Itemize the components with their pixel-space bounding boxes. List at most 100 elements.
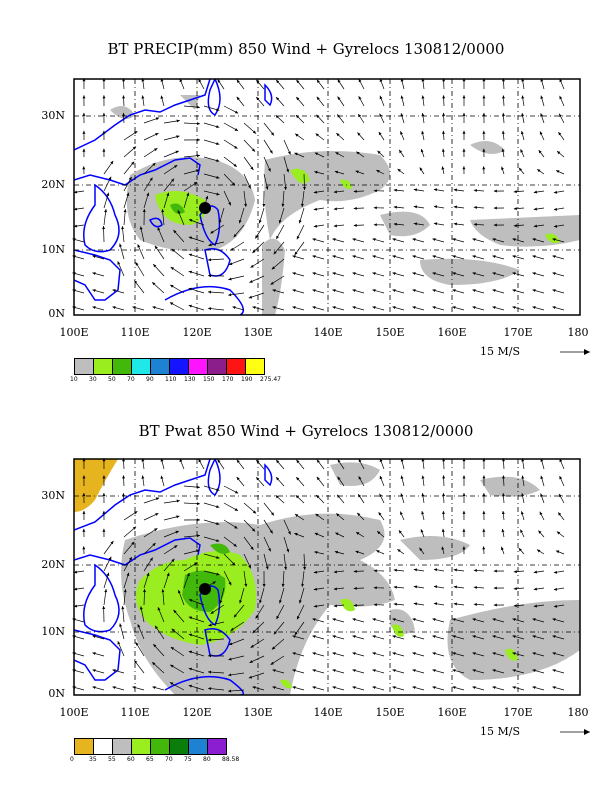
wind-arrowhead bbox=[441, 148, 445, 152]
wind-arrowhead bbox=[452, 652, 456, 655]
wind-arrowhead bbox=[232, 562, 236, 566]
wind-arrowhead bbox=[171, 628, 175, 632]
wind-arrowhead bbox=[492, 238, 496, 241]
x-tick: 170E bbox=[503, 326, 533, 339]
wind-arrowhead bbox=[137, 624, 141, 628]
wind-arrowhead bbox=[142, 209, 146, 212]
legend-swatch bbox=[188, 738, 208, 755]
wind-arrowhead bbox=[532, 306, 536, 309]
wind-arrowhead bbox=[292, 652, 296, 655]
wind-arrowhead bbox=[295, 495, 299, 499]
wind-arrowhead bbox=[216, 142, 220, 145]
wind-arrowhead bbox=[216, 125, 220, 128]
wind-arrowhead bbox=[313, 604, 318, 608]
wind-arrowhead bbox=[355, 550, 359, 554]
wind-arrowhead bbox=[171, 558, 175, 563]
wind-arrowhead bbox=[393, 205, 397, 209]
legend-label: 88.58 bbox=[222, 756, 240, 763]
wind-arrowhead bbox=[452, 669, 456, 672]
legend-swatch bbox=[93, 738, 113, 755]
wind-arrowhead bbox=[316, 114, 320, 118]
wind-arrowhead bbox=[139, 226, 143, 230]
wind-arrowhead bbox=[432, 652, 436, 655]
wind-arrowhead bbox=[337, 494, 341, 498]
wind-arrowhead bbox=[556, 531, 561, 535]
wind-arrowhead bbox=[248, 295, 253, 299]
wind-arrowhead bbox=[292, 306, 296, 309]
lat-lon-grid bbox=[74, 79, 580, 315]
wind-arrowhead bbox=[196, 534, 200, 538]
wind-arrowhead bbox=[112, 686, 116, 689]
wind-vectors bbox=[72, 458, 565, 693]
wind-arrowhead bbox=[482, 528, 486, 532]
wind-arrowhead bbox=[379, 95, 383, 100]
wind-arrowhead bbox=[313, 587, 318, 591]
wind-arrowhead bbox=[232, 306, 236, 309]
wind-arrowhead bbox=[112, 289, 116, 292]
legend-label: 80 bbox=[203, 756, 211, 763]
wind-arrowhead bbox=[552, 238, 556, 241]
wind-arrowhead bbox=[501, 166, 504, 170]
wind-arrowhead bbox=[553, 207, 558, 211]
wind-arrowhead bbox=[332, 686, 336, 689]
wind-arrowhead bbox=[379, 493, 383, 498]
wind-arrowhead bbox=[197, 138, 200, 142]
x-tick: 130E bbox=[243, 706, 273, 719]
wind-arrowhead bbox=[501, 511, 505, 515]
wind-arrowhead bbox=[502, 493, 505, 497]
wind-arrowhead bbox=[532, 686, 536, 689]
wind-arrowhead bbox=[102, 493, 106, 497]
wind-arrowhead bbox=[295, 514, 299, 517]
legend-swatch bbox=[74, 738, 94, 755]
wind-arrowhead bbox=[441, 546, 445, 550]
wind-arrowhead bbox=[419, 547, 423, 551]
wind-arrowhead bbox=[92, 635, 96, 638]
wind-arrowhead bbox=[335, 152, 339, 155]
wind-arrowhead bbox=[271, 266, 276, 270]
wind-arrowhead bbox=[188, 270, 193, 274]
wind-arrowhead bbox=[358, 494, 362, 498]
wind-arrowhead bbox=[155, 513, 159, 516]
wind-arrowhead bbox=[106, 572, 110, 576]
wind-arrowhead bbox=[412, 255, 416, 258]
wind-arrowhead bbox=[196, 122, 200, 126]
wind-arrowhead bbox=[258, 220, 262, 224]
wind-arrowhead bbox=[353, 223, 357, 227]
wind-arrowhead bbox=[233, 614, 237, 618]
wind-arrowhead bbox=[419, 167, 423, 171]
wind-arrowhead bbox=[152, 306, 156, 309]
wind-arrowhead bbox=[248, 185, 251, 189]
wind-arrowhead bbox=[82, 528, 86, 532]
wind-arrowhead bbox=[131, 541, 135, 545]
wind-arrowhead bbox=[250, 264, 254, 268]
wind-arrowhead bbox=[188, 650, 193, 654]
wind-arrowhead bbox=[352, 238, 356, 241]
legend-label: 70 bbox=[165, 756, 173, 763]
wind-arrowhead bbox=[492, 618, 496, 621]
wind-arrowhead bbox=[472, 686, 476, 689]
wind-arrowhead bbox=[412, 618, 416, 621]
map-frame bbox=[73, 458, 581, 696]
wind-arrowhead bbox=[442, 130, 445, 134]
wind-arrowhead bbox=[335, 532, 339, 536]
wind-arrowhead bbox=[433, 585, 438, 589]
wind-arrowhead bbox=[556, 170, 560, 173]
wind-arrowhead bbox=[155, 117, 160, 121]
wind-arrowhead bbox=[217, 459, 221, 463]
wind-arrowhead bbox=[176, 515, 180, 519]
wind-arrowhead bbox=[332, 618, 336, 621]
wind-arrowhead bbox=[392, 652, 396, 655]
wind-arrowhead bbox=[358, 96, 362, 100]
wind-arrowhead bbox=[286, 169, 290, 173]
wind-arrowhead bbox=[441, 166, 445, 170]
wind-arrowhead bbox=[513, 604, 517, 608]
legend-label: 35 bbox=[89, 756, 97, 763]
wind-arrowhead bbox=[262, 584, 266, 587]
wind-arrowhead bbox=[252, 249, 256, 253]
wind-arrowhead bbox=[355, 170, 359, 174]
wind-arrowhead bbox=[413, 568, 417, 572]
wind-arrowhead bbox=[82, 546, 86, 550]
wind-arrowhead bbox=[442, 112, 446, 116]
wind-arrowhead bbox=[92, 306, 96, 309]
wind-arrowhead bbox=[452, 238, 456, 241]
